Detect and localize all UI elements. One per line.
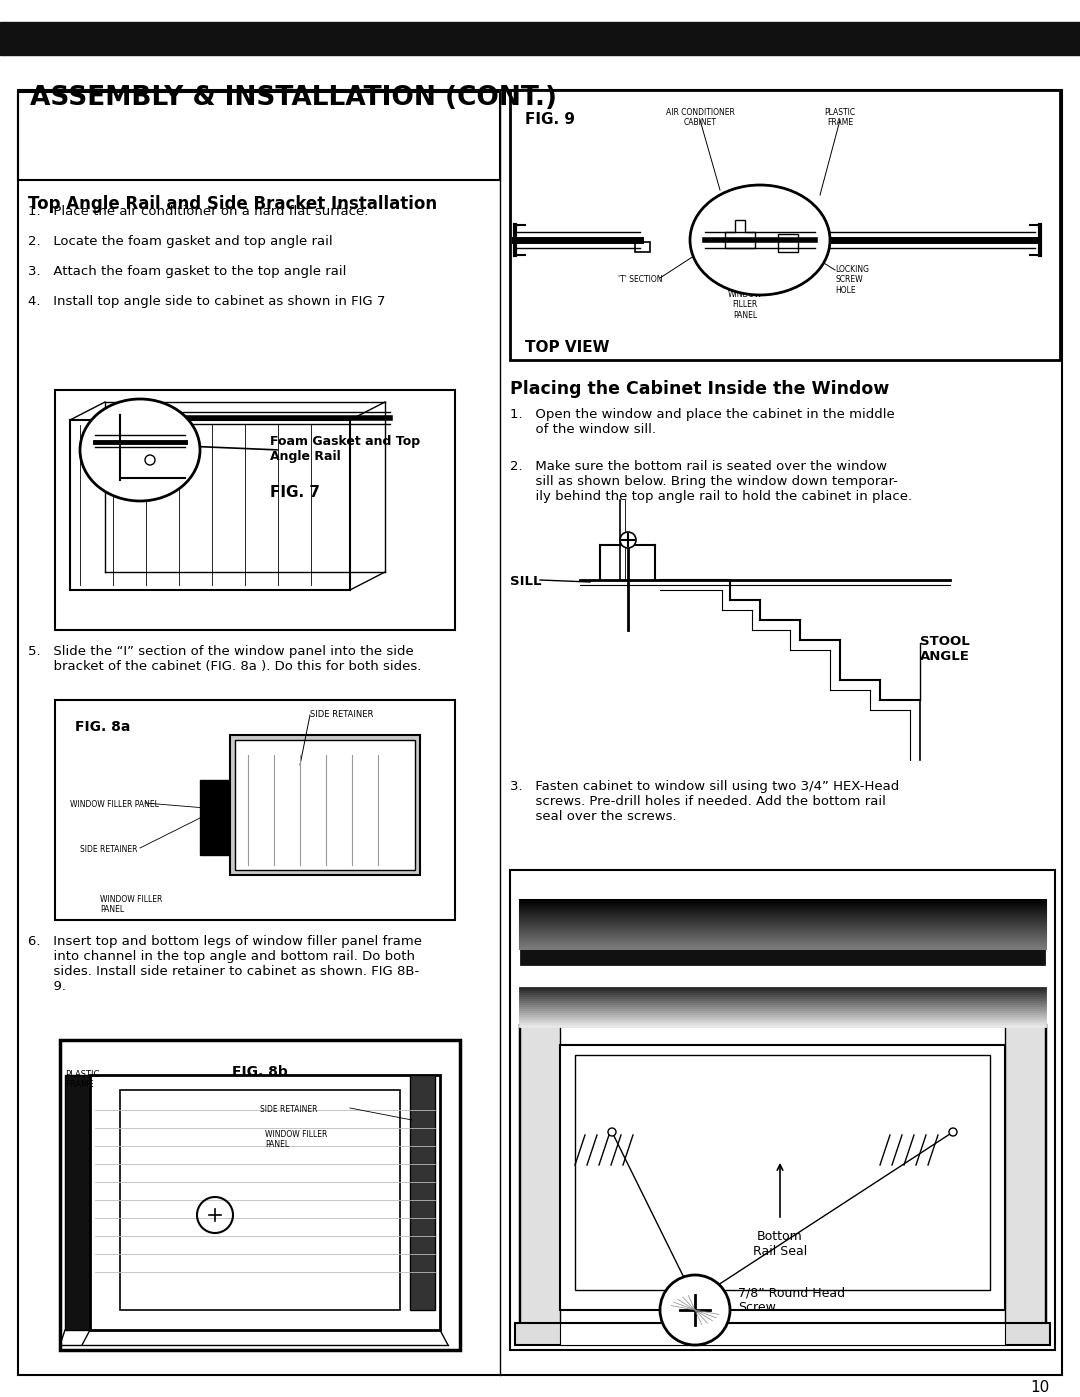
Bar bbox=[90, 1076, 440, 1330]
Ellipse shape bbox=[690, 184, 831, 295]
Text: WINDOW
FILLER
PANEL: WINDOW FILLER PANEL bbox=[728, 291, 762, 320]
Bar bbox=[60, 1039, 460, 1350]
Text: FIG. 8b: FIG. 8b bbox=[232, 1065, 288, 1078]
Text: 6.   Insert top and bottom legs of window filler panel frame
      into channel : 6. Insert top and bottom legs of window … bbox=[28, 935, 422, 993]
Bar bbox=[515, 1323, 1050, 1345]
Bar bbox=[230, 735, 420, 875]
Text: PLASTIC
FRAME: PLASTIC FRAME bbox=[824, 108, 855, 127]
Bar bbox=[18, 92, 500, 180]
Bar bbox=[510, 870, 1055, 1350]
Text: SILL: SILL bbox=[510, 576, 541, 588]
Text: Top Angle Rail and Side Bracket Installation: Top Angle Rail and Side Bracket Installa… bbox=[28, 196, 437, 212]
Bar bbox=[235, 740, 415, 870]
Text: Placing the Cabinet Inside the Window: Placing the Cabinet Inside the Window bbox=[510, 380, 889, 398]
Bar bbox=[519, 1025, 561, 1330]
Text: Foam Gasket and Top
Angle Rail: Foam Gasket and Top Angle Rail bbox=[270, 434, 420, 462]
Text: TOP VIEW: TOP VIEW bbox=[525, 339, 609, 355]
Text: ASSEMBLY & INSTALLATION (CONT.): ASSEMBLY & INSTALLATION (CONT.) bbox=[30, 85, 557, 110]
Text: SIDE RETAINER: SIDE RETAINER bbox=[310, 710, 374, 719]
Text: SIDE RETAINER: SIDE RETAINER bbox=[260, 1105, 318, 1113]
Ellipse shape bbox=[80, 400, 200, 502]
Text: FIG. 8a: FIG. 8a bbox=[75, 719, 131, 733]
Text: 10: 10 bbox=[1030, 1380, 1050, 1396]
Text: 1.   Open the window and place the cabinet in the middle
      of the window sil: 1. Open the window and place the cabinet… bbox=[510, 408, 894, 436]
Circle shape bbox=[620, 532, 636, 548]
Text: Bottom
Rail Seal: Bottom Rail Seal bbox=[753, 1229, 807, 1259]
Text: FIG. 7: FIG. 7 bbox=[270, 485, 320, 500]
Bar bbox=[410, 1076, 435, 1310]
Circle shape bbox=[949, 1127, 957, 1136]
Text: AIR CONDITIONER
CABINET: AIR CONDITIONER CABINET bbox=[665, 108, 734, 127]
Text: PLASTIC
FRAME: PLASTIC FRAME bbox=[65, 1070, 99, 1090]
Circle shape bbox=[660, 1275, 730, 1345]
Bar bbox=[1005, 1025, 1045, 1330]
Bar bbox=[65, 1076, 90, 1330]
Bar bbox=[0, 22, 1080, 54]
Text: 5.   Slide the “I” section of the window panel into the side
      bracket of th: 5. Slide the “I” section of the window p… bbox=[28, 645, 421, 673]
Bar bbox=[561, 1045, 1005, 1310]
Bar bbox=[519, 1025, 1045, 1330]
Text: 7/8” Round Head
Screw: 7/8” Round Head Screw bbox=[738, 1287, 846, 1315]
Circle shape bbox=[608, 1127, 616, 1136]
Text: 3.   Attach the foam gasket to the top angle rail: 3. Attach the foam gasket to the top ang… bbox=[28, 265, 347, 278]
Text: 'T' SECTION: 'T' SECTION bbox=[618, 275, 662, 284]
Text: 2.   Make sure the bottom rail is seated over the window
      sill as shown bel: 2. Make sure the bottom rail is seated o… bbox=[510, 460, 913, 503]
Text: WINDOW FILLER
PANEL: WINDOW FILLER PANEL bbox=[100, 895, 162, 915]
Bar bbox=[510, 89, 1059, 360]
Text: 4.   Install top angle side to cabinet as shown in FIG 7: 4. Install top angle side to cabinet as … bbox=[28, 295, 386, 307]
Bar bbox=[561, 1323, 1005, 1345]
Bar bbox=[519, 944, 1045, 965]
Text: 1.   Place the air conditioner on a hard flat surface.: 1. Place the air conditioner on a hard f… bbox=[28, 205, 368, 218]
Bar bbox=[55, 700, 455, 921]
Polygon shape bbox=[200, 780, 230, 855]
Text: WINDOW FILLER
PANEL: WINDOW FILLER PANEL bbox=[265, 1130, 327, 1150]
Text: WINDOW FILLER PANEL: WINDOW FILLER PANEL bbox=[70, 800, 159, 809]
Bar bbox=[120, 1090, 400, 1310]
Text: 2.   Locate the foam gasket and top angle rail: 2. Locate the foam gasket and top angle … bbox=[28, 235, 333, 249]
Bar bbox=[575, 1055, 990, 1289]
Bar bbox=[778, 235, 798, 251]
Text: LOCKING
SCREW
HOLE: LOCKING SCREW HOLE bbox=[835, 265, 869, 295]
Text: FIG. 9: FIG. 9 bbox=[525, 112, 575, 127]
Text: SIDE RETAINER: SIDE RETAINER bbox=[80, 845, 137, 854]
Text: STOOL
ANGLE: STOOL ANGLE bbox=[920, 636, 970, 664]
Bar bbox=[635, 242, 650, 251]
Text: 3.   Fasten cabinet to window sill using two 3/4” HEX-Head
      screws. Pre-dri: 3. Fasten cabinet to window sill using t… bbox=[510, 780, 900, 823]
Bar bbox=[55, 390, 455, 630]
